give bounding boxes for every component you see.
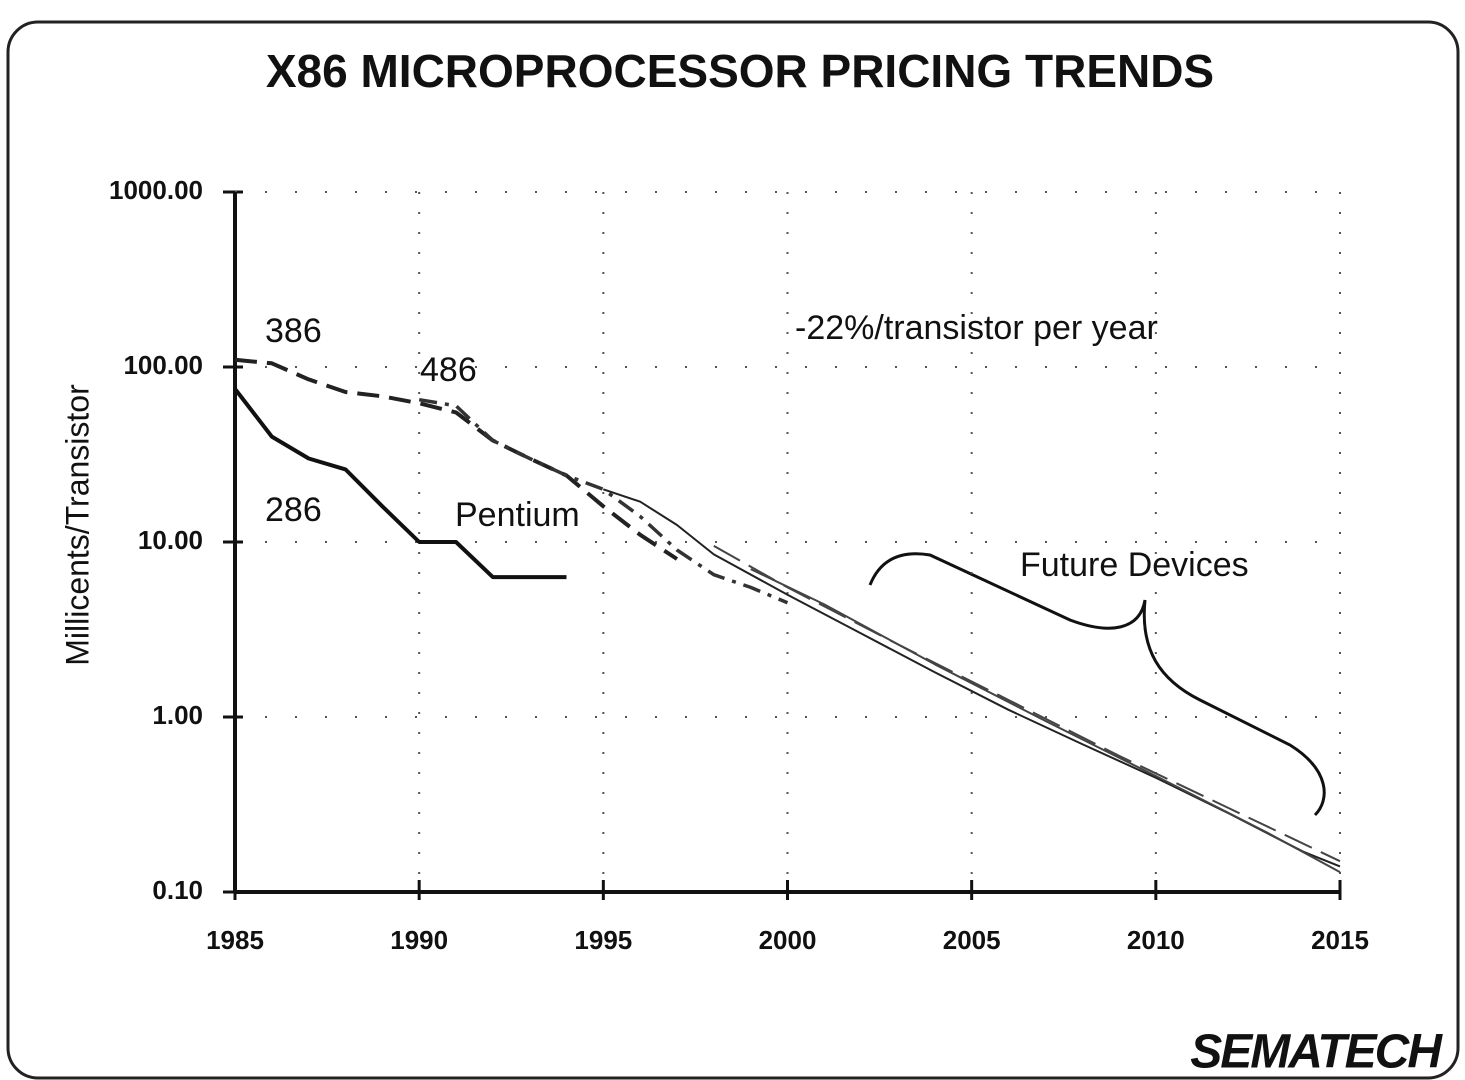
logo: SEMATECH [1190, 1026, 1443, 1079]
chart-title: X86 MICROPROCESSOR PRICING TRENDS [266, 45, 1214, 97]
y-tick-label: 1000.00 [109, 175, 203, 205]
series-label: Pentium [455, 496, 580, 534]
x-tick-label: 2000 [759, 925, 817, 955]
y-tick-label: 10.00 [138, 525, 203, 555]
x-tick-label: 1995 [574, 925, 632, 955]
y-tick-label: 100.00 [123, 350, 203, 380]
series-label: 386 [265, 312, 322, 350]
annotation: Future Devices [1020, 546, 1249, 584]
x-tick-label: 1990 [390, 925, 448, 955]
y-tick-label: 0.10 [152, 875, 203, 905]
series-line [713, 545, 1341, 863]
x-tick-label: 2010 [1127, 925, 1185, 955]
frame [6, 20, 1460, 1080]
series-label: 486 [420, 351, 477, 389]
x-tick-label: 2015 [1311, 925, 1369, 955]
x-tick-label: 2005 [943, 925, 1001, 955]
y-axis-label: Millicents/Transistor [59, 384, 95, 666]
x-tick-label: 1985 [206, 925, 264, 955]
annotation: -22%/transistor per year [795, 309, 1158, 347]
y-tick-label: 1.00 [152, 700, 203, 730]
series-line [233, 387, 567, 580]
series-line [750, 568, 1341, 873]
brace [868, 552, 1326, 817]
series-label: 286 [265, 491, 322, 529]
series-line [234, 357, 679, 561]
